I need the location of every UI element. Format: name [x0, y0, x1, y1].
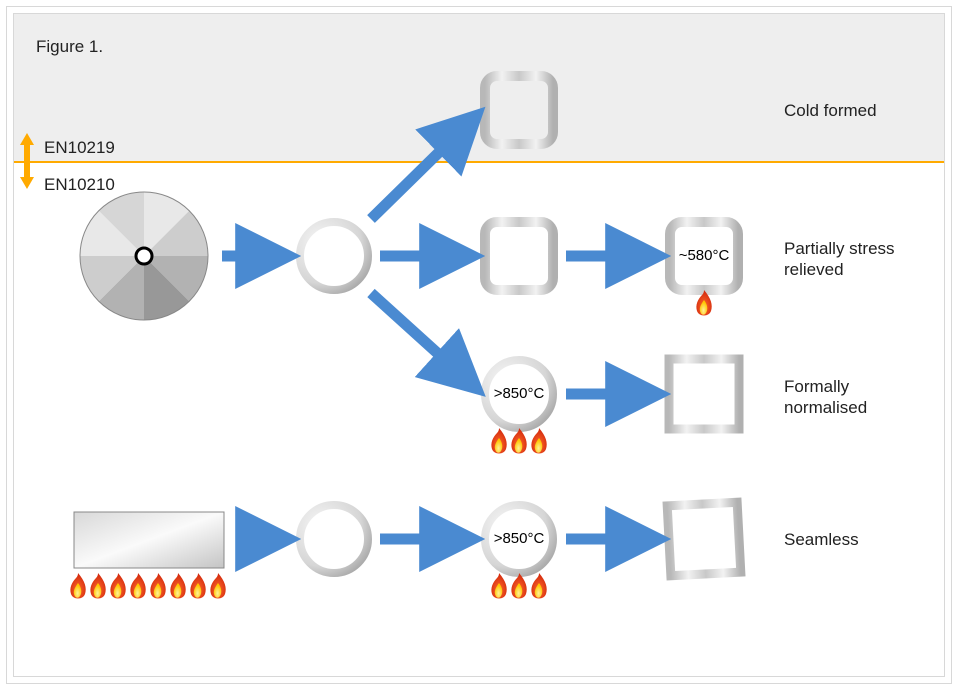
flame-icon	[170, 573, 185, 599]
flame-icon	[190, 573, 205, 599]
flame-icon	[491, 573, 506, 599]
coil-bore	[136, 248, 152, 264]
temperature-label: ~580°C	[679, 247, 730, 264]
flame-icon	[150, 573, 165, 599]
flame-icon	[90, 573, 105, 599]
outer-frame: Figure 1. EN10219 EN10210 Cold formed Pa…	[6, 6, 952, 684]
tube-circle-main	[300, 222, 368, 290]
flame-icon	[70, 573, 85, 599]
flame-icon	[531, 573, 546, 599]
orange-arrow-down	[20, 177, 34, 189]
flame-icon	[511, 428, 526, 454]
rounded-square-partially-mid	[485, 222, 553, 290]
rounded-square-cold	[485, 76, 553, 144]
flow-arrow	[371, 293, 476, 388]
flow-arrow	[371, 116, 476, 219]
flame-icon	[491, 428, 506, 454]
flame-icon	[110, 573, 125, 599]
tube-circle-seamless-1	[300, 505, 368, 573]
orange-arrow-up	[20, 133, 34, 145]
flame-icon	[531, 428, 546, 454]
square-formally	[669, 359, 739, 429]
square-seamless	[667, 502, 741, 576]
flame-icon	[130, 573, 145, 599]
flame-icon	[511, 573, 526, 599]
temperature-label: >850°C	[494, 530, 545, 547]
temperature-label: >850°C	[494, 385, 545, 402]
inner-frame: Figure 1. EN10219 EN10210 Cold formed Pa…	[13, 13, 945, 677]
billet	[74, 512, 224, 568]
flame-icon	[210, 573, 225, 599]
diagram-canvas: ~580°C >850°C >850°C	[14, 14, 944, 676]
